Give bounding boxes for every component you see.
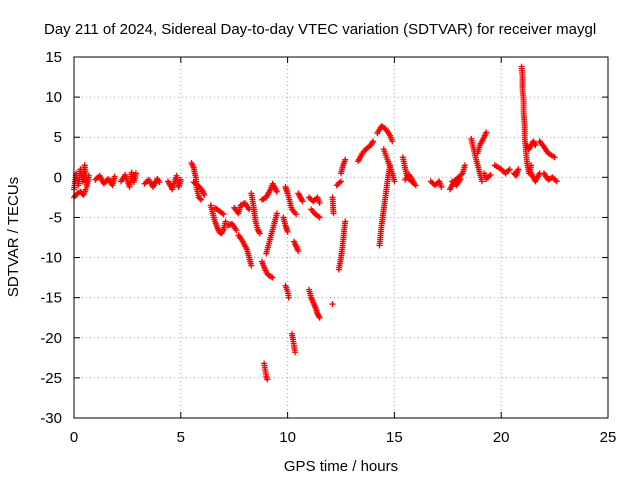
y-tick-label: -5 bbox=[49, 209, 62, 226]
data-point bbox=[342, 156, 349, 163]
data-point bbox=[197, 195, 204, 202]
data-point bbox=[156, 179, 163, 186]
data-point bbox=[82, 186, 89, 193]
data-point bbox=[132, 170, 139, 177]
data-point bbox=[298, 197, 305, 204]
data-point bbox=[269, 274, 276, 281]
data-point bbox=[391, 178, 398, 185]
data-point bbox=[342, 218, 349, 225]
data-point bbox=[219, 227, 226, 234]
data-point bbox=[487, 171, 494, 178]
data-point bbox=[293, 211, 300, 218]
data-point bbox=[248, 262, 255, 269]
data-point bbox=[256, 230, 263, 237]
data-point bbox=[201, 191, 208, 198]
x-tick-label: 25 bbox=[600, 429, 617, 446]
x-tick-label: 5 bbox=[177, 429, 185, 446]
data-point bbox=[461, 162, 468, 169]
y-tick-label: -25 bbox=[40, 370, 62, 387]
data-point bbox=[330, 210, 337, 217]
x-tick-label: 10 bbox=[279, 429, 296, 446]
data-point bbox=[222, 218, 229, 225]
x-tick-label: 15 bbox=[386, 429, 403, 446]
data-point bbox=[315, 313, 322, 320]
data-point bbox=[111, 173, 118, 180]
data-point bbox=[329, 301, 336, 308]
data-point bbox=[551, 154, 558, 161]
x-tick-label: 20 bbox=[493, 429, 510, 446]
chart-title: Day 211 of 2024, Sidereal Day-to-day VTE… bbox=[44, 21, 596, 38]
y-axis-label: SDTVAR / TECUs bbox=[5, 177, 22, 297]
grid-lines bbox=[74, 57, 608, 418]
data-point bbox=[316, 200, 323, 207]
y-tick-label: -30 bbox=[40, 410, 62, 427]
data-point bbox=[438, 183, 445, 190]
data-point bbox=[295, 248, 302, 255]
data-point bbox=[412, 182, 419, 189]
data-point bbox=[256, 229, 263, 236]
data-point bbox=[292, 349, 299, 356]
data-point bbox=[264, 376, 271, 383]
y-tick-label: -10 bbox=[40, 250, 62, 267]
data-point bbox=[338, 178, 344, 185]
y-tick-label: 10 bbox=[45, 89, 62, 106]
axis-ticks: 0 5 10 15 20 25 -30 -25 -20 -15 -10 -5 0 5 10 15 bbox=[40, 49, 616, 446]
data-point bbox=[389, 138, 396, 145]
data-point bbox=[369, 139, 376, 146]
data-point bbox=[273, 188, 280, 195]
data-point bbox=[532, 142, 539, 149]
data-point bbox=[233, 227, 240, 234]
data-point bbox=[483, 129, 490, 136]
y-tick-label: 0 bbox=[54, 169, 62, 186]
data-point bbox=[478, 178, 485, 185]
data-point bbox=[273, 210, 280, 217]
y-tick-label: -20 bbox=[40, 330, 62, 347]
y-tick-label: 15 bbox=[45, 49, 62, 66]
data-point bbox=[316, 214, 323, 221]
data-point bbox=[299, 198, 306, 205]
data-point bbox=[506, 166, 513, 173]
data-point bbox=[370, 138, 377, 145]
y-tick-label: 5 bbox=[54, 129, 62, 146]
data-point bbox=[198, 196, 205, 203]
data-point bbox=[177, 176, 184, 183]
data-point bbox=[528, 162, 535, 169]
data-point bbox=[316, 314, 323, 321]
data-point bbox=[85, 172, 92, 179]
data-point bbox=[284, 228, 291, 235]
data-point bbox=[531, 140, 538, 147]
plot-frame bbox=[73, 56, 609, 419]
data-point bbox=[410, 179, 417, 186]
data-points bbox=[71, 63, 560, 383]
y-tick-label: -15 bbox=[40, 290, 62, 307]
data-point bbox=[285, 294, 292, 301]
data-point bbox=[457, 175, 464, 182]
data-point bbox=[553, 178, 560, 185]
data-point bbox=[220, 211, 227, 218]
data-point bbox=[515, 166, 522, 173]
x-tick-label: 0 bbox=[70, 429, 78, 446]
x-axis-label: GPS time / hours bbox=[284, 458, 398, 475]
